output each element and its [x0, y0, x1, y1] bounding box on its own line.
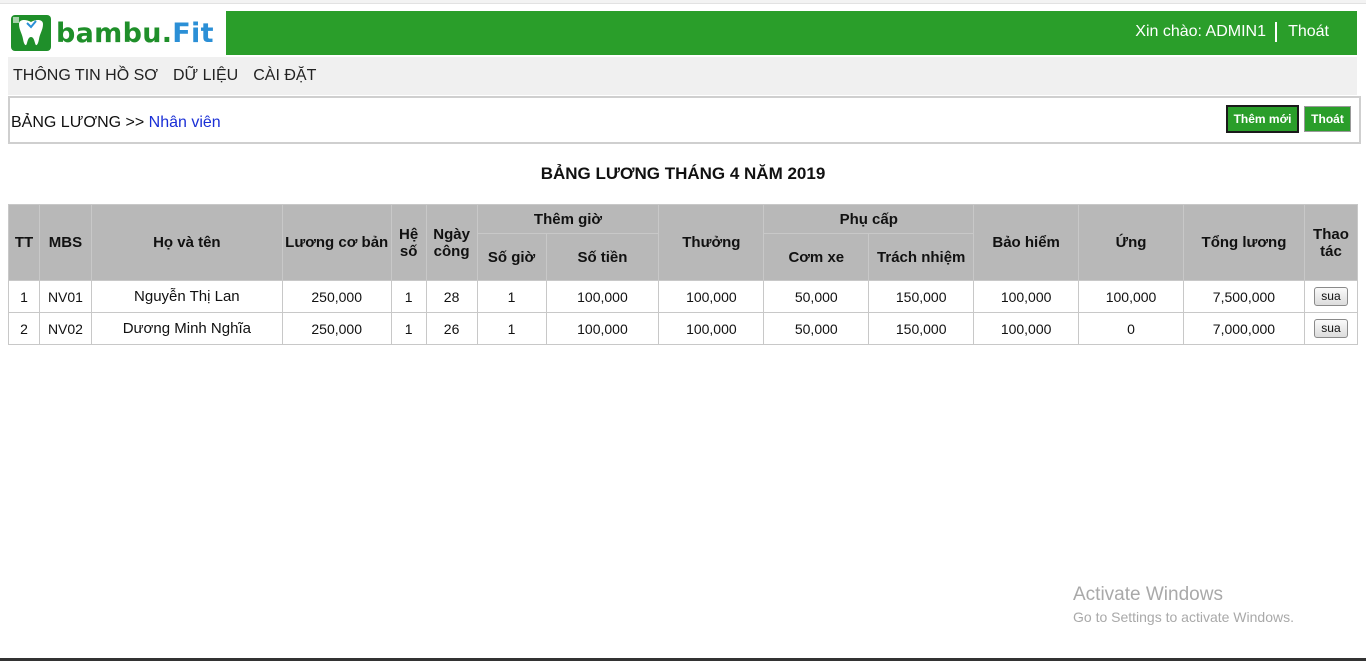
logo-text-fit: Fit	[172, 17, 214, 49]
cell-insurance: 100,000	[973, 312, 1080, 345]
header-workdays: Ngày công	[425, 204, 478, 281]
cell-ot-amount: 100,000	[545, 312, 660, 345]
nav-item-settings[interactable]: CÀI ĐẶT	[253, 67, 317, 84]
header-advance: Ứng	[1078, 204, 1184, 281]
cell-name: Nguyễn Thị Lan	[90, 280, 283, 313]
breadcrumb-current-link[interactable]: Nhân viên	[148, 114, 221, 131]
cell-total: 7,000,000	[1183, 312, 1305, 345]
watermark-subtitle: Go to Settings to activate Windows.	[1073, 609, 1294, 625]
cell-workdays: 28	[425, 280, 478, 313]
exit-button[interactable]: Thoát	[1303, 105, 1352, 133]
breadcrumb-bar: BẢNG LƯƠNG >> Nhân viên Thêm mới Thoát	[8, 96, 1361, 144]
cell-ot-amount: 100,000	[545, 280, 660, 313]
header-allowance: Phụ cấp	[763, 204, 975, 234]
table-row: 1 NV01 Nguyễn Thị Lan 250,000 1 28 1 100…	[8, 280, 1359, 313]
cell-advance: 100,000	[1078, 280, 1184, 313]
header-mbs: MBS	[38, 204, 92, 281]
logo-text: bambu.Fit	[56, 20, 214, 47]
edit-button[interactable]: sua	[1314, 319, 1348, 338]
header-logout-link[interactable]: Thoát	[1288, 23, 1329, 40]
logo-text-bambu: bambu.	[56, 17, 173, 49]
logo[interactable]: bambu.Fit	[8, 11, 226, 55]
cell-mbs: NV02	[38, 312, 92, 345]
top-edge	[0, 0, 1366, 4]
cell-coef: 1	[390, 280, 427, 313]
windows-activation-watermark: Activate Windows Go to Settings to activ…	[1073, 584, 1294, 627]
cell-responsibility: 150,000	[868, 312, 975, 345]
cell-workdays: 26	[425, 312, 478, 345]
header-divider	[1275, 22, 1277, 42]
header-bonus: Thưởng	[658, 204, 765, 281]
cell-total: 7,500,000	[1183, 280, 1305, 313]
cell-meal-travel: 50,000	[763, 312, 870, 345]
nav-item-profile[interactable]: THÔNG TIN HỒ SƠ	[13, 67, 158, 84]
cell-insurance: 100,000	[973, 280, 1080, 313]
breadcrumb: BẢNG LƯƠNG >> Nhân viên	[11, 113, 221, 133]
nav-item-data[interactable]: DỮ LIỆU	[172, 67, 239, 84]
cell-meal-travel: 50,000	[763, 280, 870, 313]
edit-button[interactable]: sua	[1314, 287, 1348, 306]
header-action: Thao tác	[1303, 204, 1359, 281]
header-name: Họ và tên	[90, 204, 283, 281]
cell-ot-hours: 1	[476, 280, 547, 313]
cell-tt: 2	[8, 312, 40, 345]
cell-base-salary: 250,000	[281, 280, 392, 313]
cell-mbs: NV01	[38, 280, 92, 313]
cell-action: sua	[1303, 312, 1359, 345]
header-overtime: Thêm giờ	[476, 204, 660, 234]
cell-tt: 1	[8, 280, 40, 313]
header-total: Tổng lương	[1183, 204, 1305, 281]
header-ot-hours: Số giờ	[476, 233, 547, 281]
cell-ot-hours: 1	[476, 312, 547, 345]
payroll-table: TT MBS Họ và tên Lương cơ bản Hệ số Ngày…	[8, 204, 1359, 345]
header-ot-amount: Số tiền	[545, 233, 660, 281]
cell-bonus: 100,000	[658, 312, 765, 345]
app-header: bambu.Fit Xin chào: ADMIN1 Thoát	[8, 11, 1357, 55]
page-title: BẢNG LƯƠNG THÁNG 4 NĂM 2019	[540, 164, 826, 183]
header-responsibility: Trách nhiệm	[868, 233, 975, 281]
header-meal-travel: Cơm xe	[763, 233, 870, 281]
cell-advance: 0	[1078, 312, 1184, 345]
bottom-edge	[0, 658, 1366, 661]
greeting-text: Xin chào: ADMIN1	[1135, 23, 1266, 40]
watermark-title: Activate Windows	[1073, 584, 1223, 605]
cell-coef: 1	[390, 312, 427, 345]
table-row: 2 NV02 Dương Minh Nghĩa 250,000 1 26 1 1…	[8, 312, 1359, 345]
cell-base-salary: 250,000	[281, 312, 392, 345]
header-coef: Hệ số	[390, 204, 427, 281]
cell-bonus: 100,000	[658, 280, 765, 313]
cell-action: sua	[1303, 280, 1359, 313]
main-nav: THÔNG TIN HỒ SƠ DỮ LIỆU CÀI ĐẶT	[8, 57, 1357, 95]
tooth-logo-icon	[11, 15, 51, 51]
cell-name: Dương Minh Nghĩa	[90, 312, 283, 345]
header-insurance: Bảo hiểm	[973, 204, 1080, 281]
breadcrumb-root: BẢNG LƯƠNG >>	[11, 114, 149, 131]
header-tt: TT	[8, 204, 40, 281]
header-base-salary: Lương cơ bản	[281, 204, 392, 281]
cell-responsibility: 150,000	[868, 280, 975, 313]
add-new-button[interactable]: Thêm mới	[1226, 105, 1299, 133]
